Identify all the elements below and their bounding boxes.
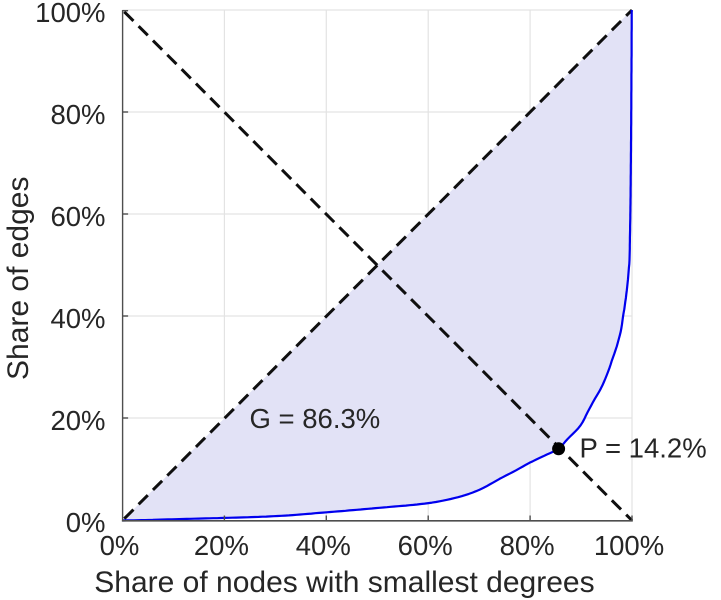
- svg-text:20%: 20%: [50, 405, 105, 436]
- svg-text:100%: 100%: [35, 0, 105, 28]
- svg-text:Share of nodes with smallest d: Share of nodes with smallest degrees: [94, 566, 594, 599]
- svg-text:Share of edges: Share of edges: [2, 177, 35, 380]
- svg-text:0%: 0%: [66, 507, 106, 538]
- svg-text:60%: 60%: [50, 201, 105, 232]
- svg-text:100%: 100%: [594, 530, 664, 561]
- svg-text:20%: 20%: [194, 530, 249, 561]
- svg-text:80%: 80%: [500, 530, 555, 561]
- svg-text:P = 14.2%: P = 14.2%: [580, 432, 707, 463]
- svg-text:G = 86.3%: G = 86.3%: [250, 403, 381, 434]
- svg-text:60%: 60%: [398, 530, 453, 561]
- svg-text:40%: 40%: [50, 303, 105, 334]
- svg-text:80%: 80%: [50, 99, 105, 130]
- svg-text:40%: 40%: [296, 530, 351, 561]
- svg-text:0%: 0%: [100, 530, 140, 561]
